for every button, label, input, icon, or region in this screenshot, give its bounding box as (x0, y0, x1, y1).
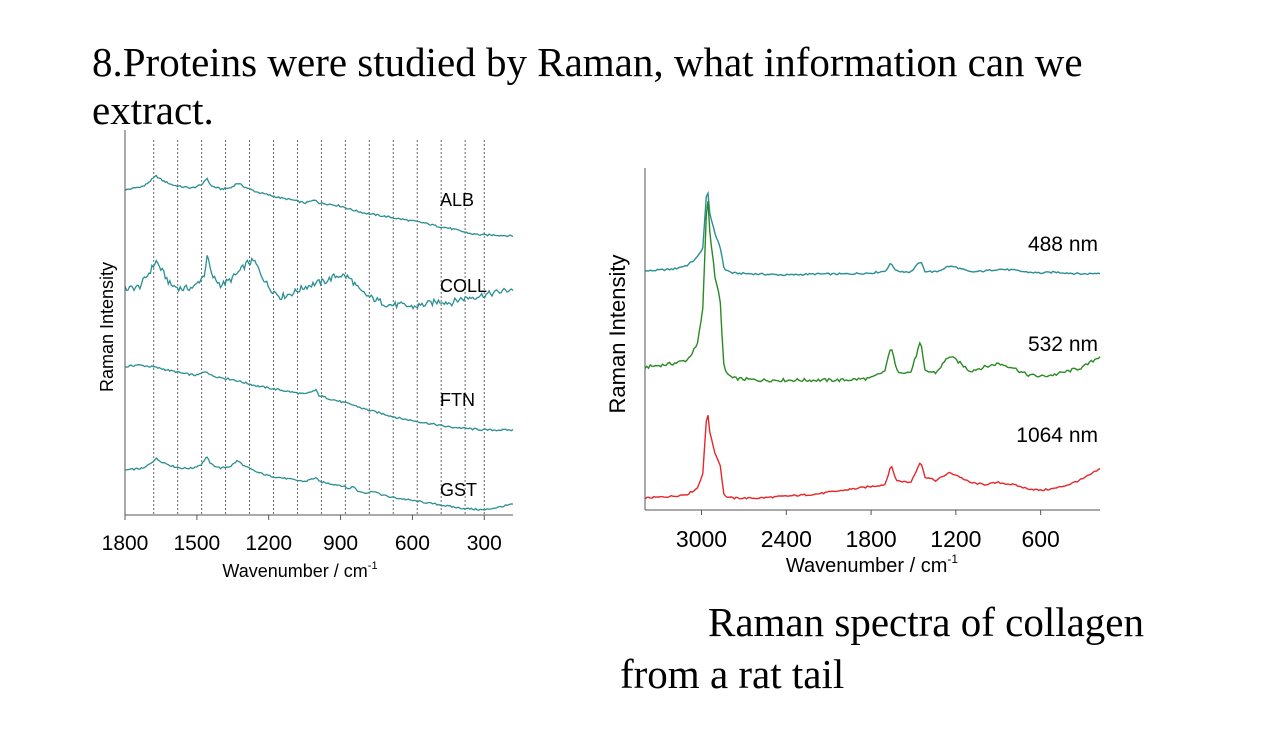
right-axes: 3000 2400 1800 1200 600 (644, 168, 1100, 552)
left-x-tick-label: 1200 (245, 532, 292, 555)
left-series-label-ftn: FTN (440, 390, 475, 410)
left-x-tick-label: 600 (395, 532, 430, 555)
left-x-tick-label: 900 (323, 532, 358, 555)
right-series-label-488-nm: 488 nm (1028, 233, 1098, 256)
right-series-group: 488 nm 532 nm 1064 nm (644, 190, 1101, 500)
right-x-tick-label: 600 (1021, 526, 1059, 552)
slide-title: 8.Proteins were studied by Raman, what i… (92, 39, 1083, 133)
left-series-group: ALB COLL FTN GST (124, 174, 514, 511)
caption-line-1: Raman spectra of collagen (708, 599, 1145, 645)
right-x-tick-label: 2400 (761, 526, 812, 552)
caption-line-2: from a rat tail (620, 651, 845, 697)
left-series-label-alb: ALB (440, 190, 474, 210)
left-series-line-ftn (124, 364, 514, 432)
right-x-tick-label: 3000 (676, 526, 727, 552)
left-x-tick-label: 1500 (173, 532, 220, 555)
right-series-label-532-nm: 532 nm (1028, 333, 1098, 356)
right-series-line-488-nm (644, 190, 1101, 277)
left-series-line-alb (124, 174, 514, 238)
right-y-axis-label: Raman Intensity (605, 255, 630, 414)
right-x-tick-label: 1800 (846, 526, 897, 552)
left-axes: 1800 1500 1200 900 600 300 (102, 130, 513, 555)
left-x-axis-label: Wavenumber / cm-1 (222, 560, 377, 581)
left-series-label-gst: GST (440, 480, 477, 500)
right-x-axis-label: Wavenumber / cm-1 (786, 552, 959, 577)
left-x-tick-label: 300 (467, 532, 502, 555)
right-series-line-532-nm (644, 201, 1101, 383)
left-series-line-coll (124, 255, 514, 311)
right-series-label-1064-nm: 1064 nm (1016, 424, 1098, 447)
left-series-label-coll: COLL (440, 276, 487, 296)
right-series-line-1064-nm (644, 415, 1101, 500)
left-x-tick-label: 1800 (102, 532, 149, 555)
right-x-tick-label: 1200 (930, 526, 981, 552)
figure-caption: Raman spectra of collagen from a rat tai… (620, 596, 1220, 700)
left-series-line-gst (124, 456, 514, 511)
left-grid (153, 140, 485, 515)
left-y-axis-label: Raman Intensity (97, 262, 117, 392)
